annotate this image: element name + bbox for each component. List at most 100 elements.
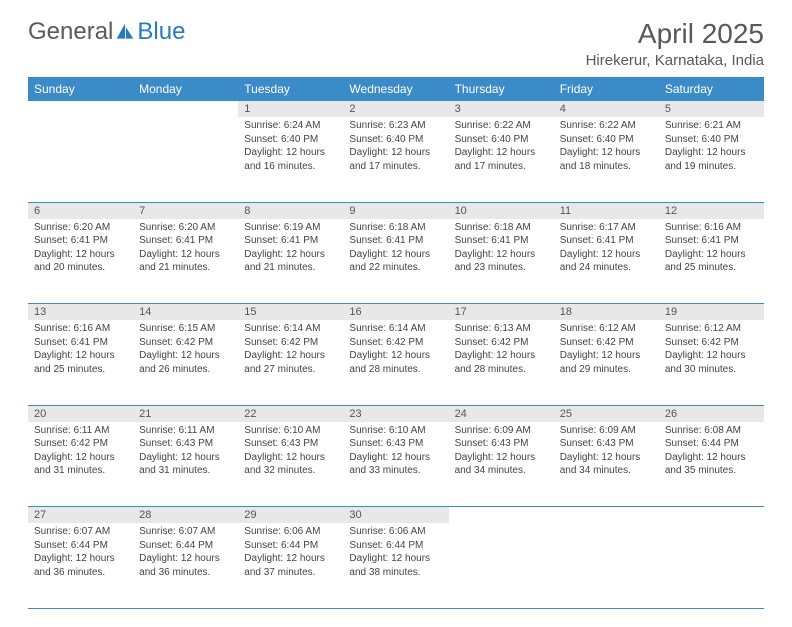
day-number-cell: 12 [659, 202, 764, 219]
daynum-row: 20212223242526 [28, 405, 764, 422]
day-content: Sunrise: 6:14 AMSunset: 6:42 PMDaylight:… [343, 320, 448, 382]
day-cell: Sunrise: 6:22 AMSunset: 6:40 PMDaylight:… [554, 117, 659, 202]
week-row: Sunrise: 6:20 AMSunset: 6:41 PMDaylight:… [28, 219, 764, 304]
day-cell: Sunrise: 6:06 AMSunset: 6:44 PMDaylight:… [238, 523, 343, 608]
day-cell: Sunrise: 6:17 AMSunset: 6:41 PMDaylight:… [554, 219, 659, 304]
day-content: Sunrise: 6:22 AMSunset: 6:40 PMDaylight:… [554, 117, 659, 179]
day-content: Sunrise: 6:14 AMSunset: 6:42 PMDaylight:… [238, 320, 343, 382]
daynum-row: 13141516171819 [28, 304, 764, 321]
weekday-header: Thursday [449, 77, 554, 101]
day-number-cell: 22 [238, 405, 343, 422]
logo: General Blue [28, 18, 185, 46]
day-number-cell: 23 [343, 405, 448, 422]
day-cell: Sunrise: 6:13 AMSunset: 6:42 PMDaylight:… [449, 320, 554, 405]
day-content: Sunrise: 6:19 AMSunset: 6:41 PMDaylight:… [238, 219, 343, 281]
week-row: Sunrise: 6:16 AMSunset: 6:41 PMDaylight:… [28, 320, 764, 405]
day-cell: Sunrise: 6:16 AMSunset: 6:41 PMDaylight:… [659, 219, 764, 304]
day-cell: Sunrise: 6:24 AMSunset: 6:40 PMDaylight:… [238, 117, 343, 202]
day-number-cell: 3 [449, 101, 554, 117]
day-cell: Sunrise: 6:12 AMSunset: 6:42 PMDaylight:… [554, 320, 659, 405]
weekday-header: Sunday [28, 77, 133, 101]
day-content: Sunrise: 6:18 AMSunset: 6:41 PMDaylight:… [449, 219, 554, 281]
day-cell: Sunrise: 6:15 AMSunset: 6:42 PMDaylight:… [133, 320, 238, 405]
day-cell: Sunrise: 6:11 AMSunset: 6:43 PMDaylight:… [133, 422, 238, 507]
daynum-row: 6789101112 [28, 202, 764, 219]
day-cell: Sunrise: 6:21 AMSunset: 6:40 PMDaylight:… [659, 117, 764, 202]
day-content: Sunrise: 6:07 AMSunset: 6:44 PMDaylight:… [28, 523, 133, 585]
day-cell: Sunrise: 6:09 AMSunset: 6:43 PMDaylight:… [554, 422, 659, 507]
day-number-cell: 11 [554, 202, 659, 219]
day-content: Sunrise: 6:06 AMSunset: 6:44 PMDaylight:… [238, 523, 343, 585]
title-block: April 2025 Hirekerur, Karnataka, India [586, 18, 764, 69]
day-number-cell: 17 [449, 304, 554, 321]
page: General Blue April 2025 Hirekerur, Karna… [0, 0, 792, 627]
day-content: Sunrise: 6:09 AMSunset: 6:43 PMDaylight:… [554, 422, 659, 484]
day-number-cell: 7 [133, 202, 238, 219]
day-content: Sunrise: 6:11 AMSunset: 6:43 PMDaylight:… [133, 422, 238, 484]
day-number-cell: 25 [554, 405, 659, 422]
day-content: Sunrise: 6:07 AMSunset: 6:44 PMDaylight:… [133, 523, 238, 585]
day-content: Sunrise: 6:16 AMSunset: 6:41 PMDaylight:… [659, 219, 764, 281]
day-number-cell: 14 [133, 304, 238, 321]
day-cell: Sunrise: 6:10 AMSunset: 6:43 PMDaylight:… [238, 422, 343, 507]
day-number-cell [554, 507, 659, 524]
day-cell: Sunrise: 6:22 AMSunset: 6:40 PMDaylight:… [449, 117, 554, 202]
day-cell [554, 523, 659, 608]
logo-general: General [28, 18, 113, 46]
day-cell [133, 117, 238, 202]
day-content: Sunrise: 6:22 AMSunset: 6:40 PMDaylight:… [449, 117, 554, 179]
day-cell: Sunrise: 6:20 AMSunset: 6:41 PMDaylight:… [28, 219, 133, 304]
day-cell: Sunrise: 6:08 AMSunset: 6:44 PMDaylight:… [659, 422, 764, 507]
day-cell: Sunrise: 6:14 AMSunset: 6:42 PMDaylight:… [238, 320, 343, 405]
day-number-cell: 30 [343, 507, 448, 524]
day-number-cell: 8 [238, 202, 343, 219]
day-content: Sunrise: 6:10 AMSunset: 6:43 PMDaylight:… [238, 422, 343, 484]
day-cell: Sunrise: 6:10 AMSunset: 6:43 PMDaylight:… [343, 422, 448, 507]
calendar-head: SundayMondayTuesdayWednesdayThursdayFrid… [28, 77, 764, 101]
day-number-cell: 10 [449, 202, 554, 219]
day-content: Sunrise: 6:18 AMSunset: 6:41 PMDaylight:… [343, 219, 448, 281]
day-cell: Sunrise: 6:14 AMSunset: 6:42 PMDaylight:… [343, 320, 448, 405]
week-row: Sunrise: 6:11 AMSunset: 6:42 PMDaylight:… [28, 422, 764, 507]
day-content: Sunrise: 6:13 AMSunset: 6:42 PMDaylight:… [449, 320, 554, 382]
day-content: Sunrise: 6:09 AMSunset: 6:43 PMDaylight:… [449, 422, 554, 484]
day-number-cell: 26 [659, 405, 764, 422]
day-cell: Sunrise: 6:16 AMSunset: 6:41 PMDaylight:… [28, 320, 133, 405]
day-cell [449, 523, 554, 608]
day-number-cell: 5 [659, 101, 764, 117]
daynum-row: 27282930 [28, 507, 764, 524]
day-number-cell [659, 507, 764, 524]
weekday-header: Wednesday [343, 77, 448, 101]
day-cell [659, 523, 764, 608]
day-content: Sunrise: 6:20 AMSunset: 6:41 PMDaylight:… [133, 219, 238, 281]
weekday-header: Saturday [659, 77, 764, 101]
day-cell: Sunrise: 6:18 AMSunset: 6:41 PMDaylight:… [449, 219, 554, 304]
logo-sail-icon [115, 22, 135, 42]
day-number-cell [28, 101, 133, 117]
month-title: April 2025 [586, 18, 764, 50]
day-cell: Sunrise: 6:18 AMSunset: 6:41 PMDaylight:… [343, 219, 448, 304]
day-number-cell: 13 [28, 304, 133, 321]
day-cell: Sunrise: 6:06 AMSunset: 6:44 PMDaylight:… [343, 523, 448, 608]
day-number-cell: 20 [28, 405, 133, 422]
day-cell: Sunrise: 6:11 AMSunset: 6:42 PMDaylight:… [28, 422, 133, 507]
day-content: Sunrise: 6:24 AMSunset: 6:40 PMDaylight:… [238, 117, 343, 179]
day-cell: Sunrise: 6:19 AMSunset: 6:41 PMDaylight:… [238, 219, 343, 304]
day-number-cell [133, 101, 238, 117]
day-content: Sunrise: 6:06 AMSunset: 6:44 PMDaylight:… [343, 523, 448, 585]
day-content: Sunrise: 6:11 AMSunset: 6:42 PMDaylight:… [28, 422, 133, 484]
day-number-cell: 4 [554, 101, 659, 117]
day-cell: Sunrise: 6:07 AMSunset: 6:44 PMDaylight:… [28, 523, 133, 608]
logo-blue: Blue [137, 18, 185, 46]
day-cell: Sunrise: 6:12 AMSunset: 6:42 PMDaylight:… [659, 320, 764, 405]
week-row: Sunrise: 6:24 AMSunset: 6:40 PMDaylight:… [28, 117, 764, 202]
calendar-body: 12345Sunrise: 6:24 AMSunset: 6:40 PMDayl… [28, 101, 764, 608]
weekday-header: Monday [133, 77, 238, 101]
weekday-row: SundayMondayTuesdayWednesdayThursdayFrid… [28, 77, 764, 101]
day-number-cell: 28 [133, 507, 238, 524]
day-number-cell: 1 [238, 101, 343, 117]
day-content: Sunrise: 6:12 AMSunset: 6:42 PMDaylight:… [659, 320, 764, 382]
day-number-cell: 29 [238, 507, 343, 524]
day-content: Sunrise: 6:15 AMSunset: 6:42 PMDaylight:… [133, 320, 238, 382]
day-number-cell [449, 507, 554, 524]
